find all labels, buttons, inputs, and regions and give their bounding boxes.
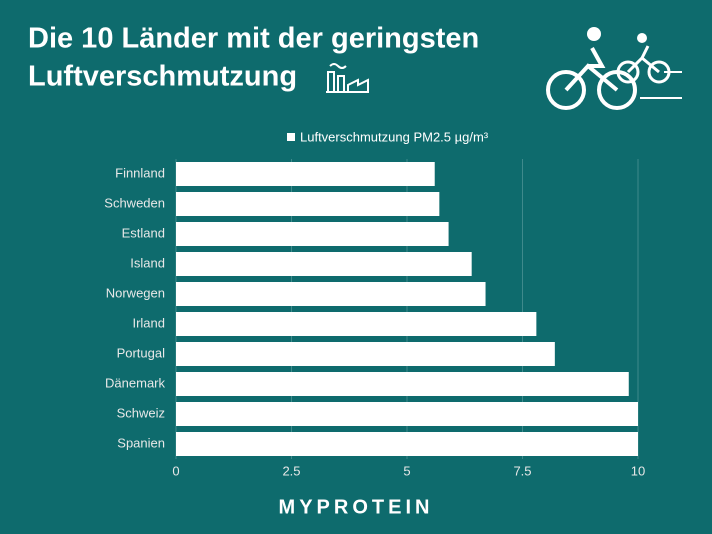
- brand-logo: MYPROTEIN: [279, 496, 434, 518]
- x-tick-label: 2.5: [282, 463, 300, 478]
- y-tick-label: Irland: [132, 315, 165, 330]
- bar: [176, 222, 449, 246]
- y-tick-label: Schweden: [104, 195, 165, 210]
- y-tick-label: Schweiz: [117, 405, 165, 420]
- bar: [176, 282, 486, 306]
- x-tick-label: 10: [631, 463, 645, 478]
- y-tick-label: Finnland: [115, 165, 165, 180]
- x-tick-label: 7.5: [513, 463, 531, 478]
- y-tick-label: Dänemark: [105, 375, 165, 390]
- bar: [176, 252, 472, 276]
- x-tick-label: 5: [403, 463, 410, 478]
- legend-label: Luftverschmutzung PM2.5 µg/m³: [300, 129, 489, 144]
- y-tick-label: Estland: [122, 225, 165, 240]
- bar: [176, 432, 638, 456]
- cyclists-icon: [546, 27, 682, 110]
- y-tick-label: Spanien: [117, 435, 165, 450]
- y-tick-label: Norwegen: [106, 285, 165, 300]
- bar: [176, 192, 440, 216]
- y-tick-label: Island: [130, 255, 165, 270]
- chart-title: Die 10 Länder mit der geringsten: [28, 23, 479, 55]
- legend-swatch: [287, 133, 295, 141]
- bar: [176, 402, 638, 426]
- x-tick-label: 0: [172, 463, 179, 478]
- factory-icon: [326, 63, 369, 93]
- bar: [176, 342, 555, 366]
- bar: [176, 372, 629, 396]
- chart-title: Luftverschmutzung: [28, 61, 297, 93]
- bar: [176, 312, 537, 336]
- y-tick-label: Portugal: [117, 345, 166, 360]
- bar: [176, 162, 435, 186]
